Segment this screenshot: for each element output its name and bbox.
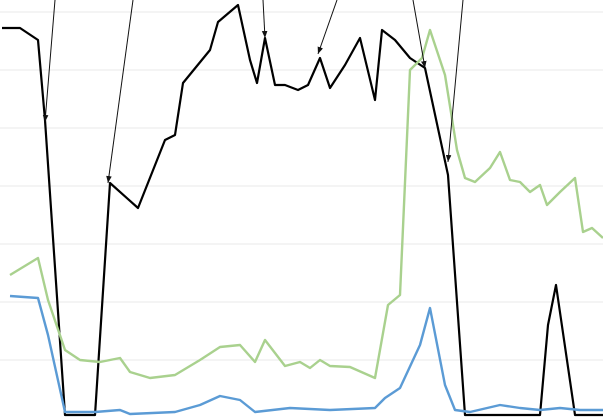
grid [0, 11, 603, 361]
arrow [412, 0, 427, 69]
series-line [2, 3, 603, 417]
series-line [9, 294, 603, 416]
arrow [42, 0, 56, 123]
arrows [42, 0, 464, 184]
arrow [445, 0, 464, 163]
lines [2, 3, 603, 417]
arrow [261, 0, 268, 39]
series-line [9, 28, 603, 380]
arrow [317, 0, 338, 55]
arrow [106, 0, 134, 184]
